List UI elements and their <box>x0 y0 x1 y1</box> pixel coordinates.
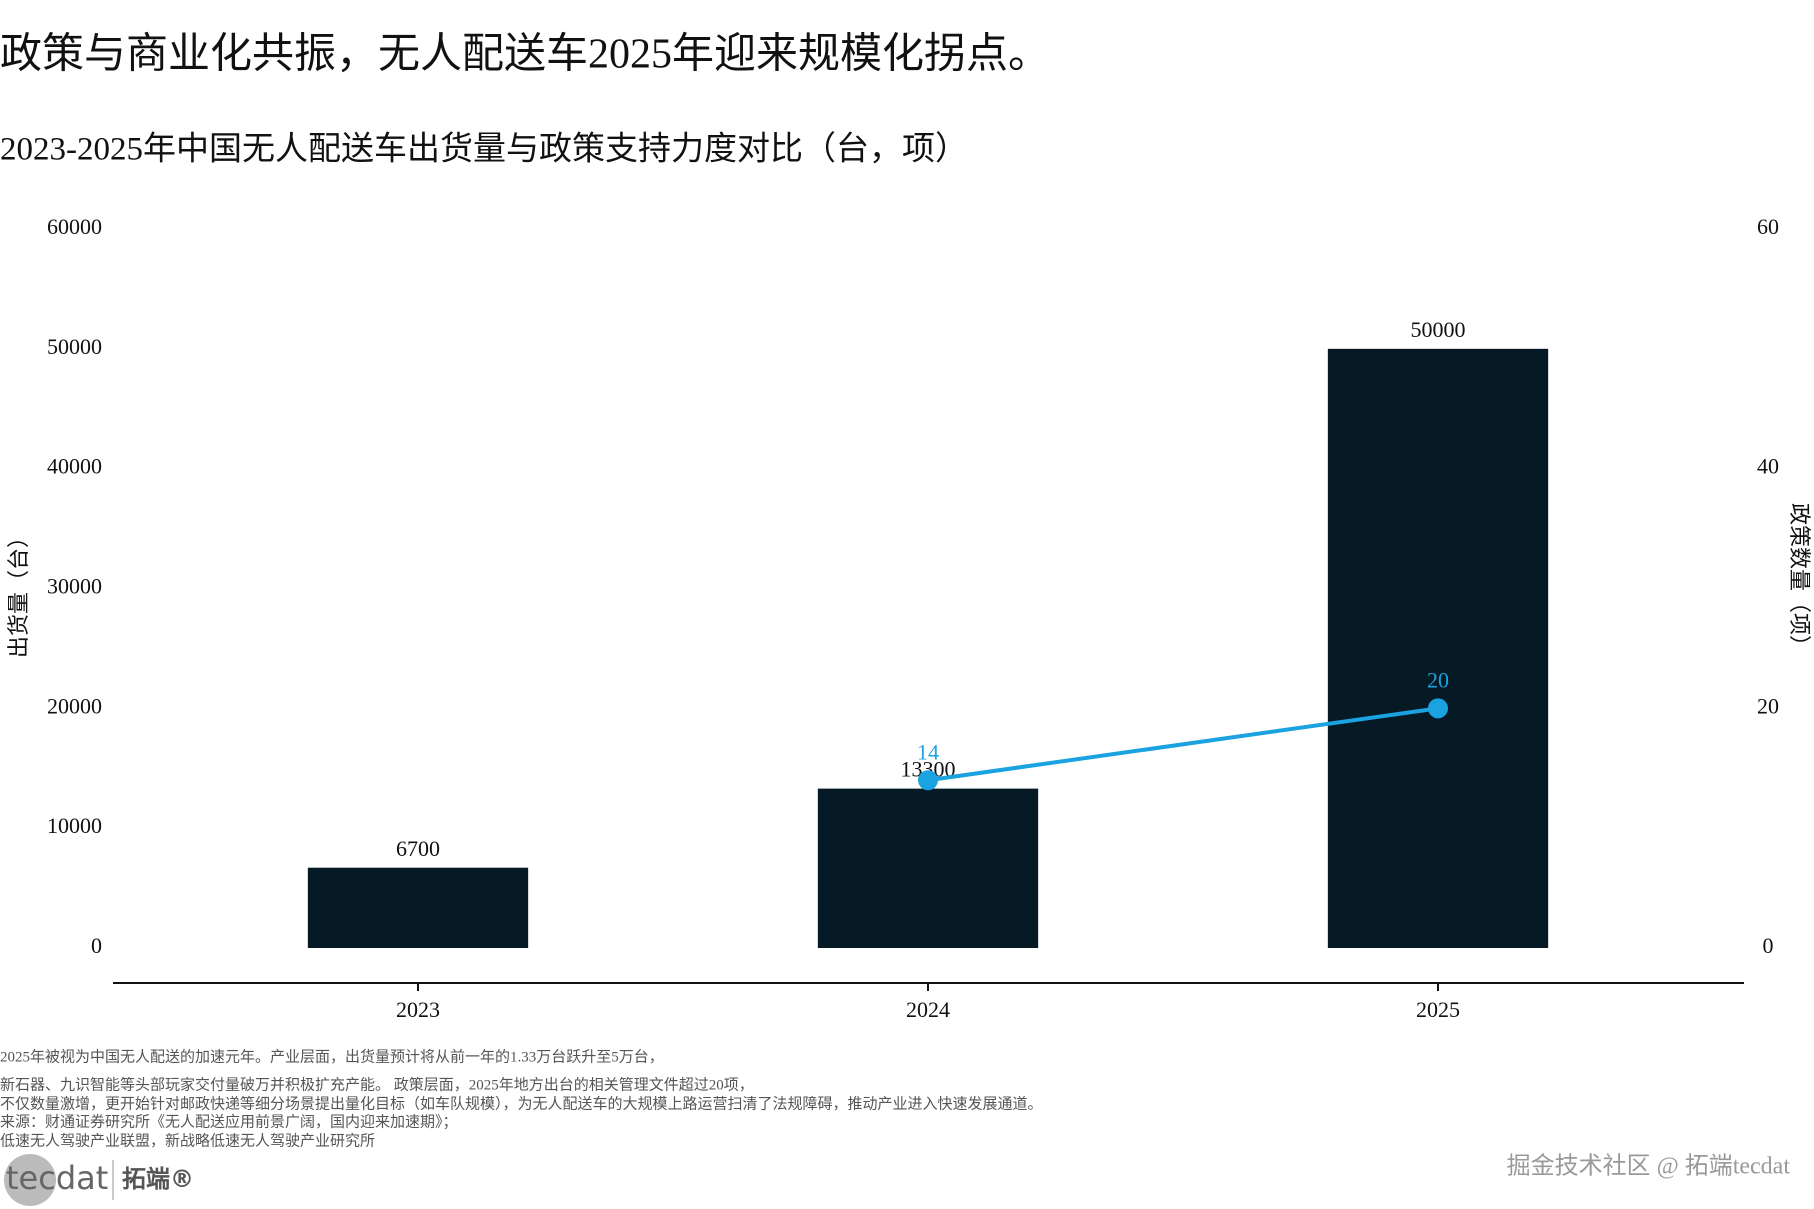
y-tick-label: 30000 <box>47 574 102 599</box>
watermark: 掘金技术社区 @ 拓端tecdat <box>1507 1153 1791 1180</box>
logo: tecdat <box>6 1159 108 1197</box>
bar-value-label: 50000 <box>1411 317 1466 342</box>
chart-subtitle: 2023-2025年中国无人配送车出货量与政策支持力度对比（台，项） <box>0 131 968 168</box>
x-tick-label: 2023 <box>396 997 440 1022</box>
y2-tick-label: 20 <box>1757 693 1779 718</box>
line <box>927 706 1439 783</box>
y-tick-label: 10000 <box>47 813 102 838</box>
y-tick-label: 40000 <box>47 454 102 479</box>
line-point <box>1428 698 1448 719</box>
y-axis-label: 出货量（台） <box>6 526 31 658</box>
y2-axis-label: 政策数量（项） <box>1787 503 1812 657</box>
y-tick-label: 60000 <box>47 214 102 239</box>
y2-tick-label: 60 <box>1757 214 1779 239</box>
line-value-label: 20 <box>1427 667 1449 692</box>
brand: 拓端® <box>122 1165 194 1193</box>
note: 低速无人驾驶产业联盟，新战略低速无人驾驶产业研究所 <box>0 1132 375 1149</box>
x-tick-label: 2025 <box>1416 997 1460 1022</box>
note: 2025年被视为中国无人配送的加速元年。产业层面，出货量预计将从前一年的1.33… <box>0 1048 664 1065</box>
y2-tick-label: 0 <box>1763 933 1774 958</box>
y2-tick-label: 40 <box>1757 454 1779 479</box>
logo-badge <box>4 1154 56 1206</box>
chart-title: 政策与商业化共振，无人配送车2025年迎来规模化拐点。 <box>0 31 1050 78</box>
x-tick-label: 2024 <box>906 997 950 1022</box>
note: 来源：财通证券研究所《无人配送应用前景广阔，国内迎来加速期》； <box>0 1112 458 1130</box>
line-point <box>918 770 938 791</box>
bar <box>1327 348 1549 948</box>
line-value-label: 14 <box>917 739 939 764</box>
bar <box>307 867 529 948</box>
note: 新石器、九识智能等头部玩家交付量破万并积极扩充产能。 政策层面，2025年地方出… <box>0 1075 754 1093</box>
y-tick-label: 50000 <box>47 334 102 359</box>
bar-value-label: 6700 <box>396 836 440 861</box>
bar <box>817 788 1039 948</box>
y-tick-label: 20000 <box>47 693 102 718</box>
y-tick-label: 0 <box>91 933 102 958</box>
note: 不仅数量激增，更开始针对邮政快递等细分场景提出量化目标（如车队规模），为无人配送… <box>0 1094 1043 1112</box>
